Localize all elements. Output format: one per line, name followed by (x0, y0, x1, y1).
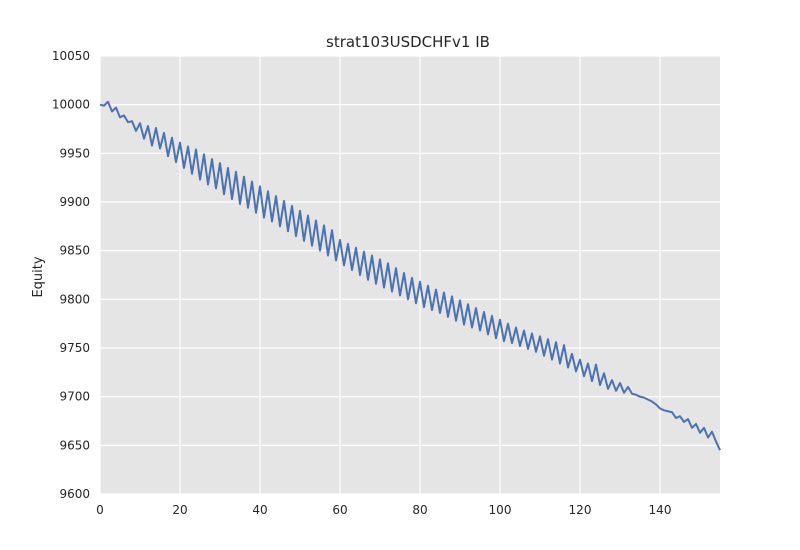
y-tick-label: 9750 (59, 341, 90, 355)
y-tick-label: 10050 (52, 49, 90, 63)
x-tick-label: 100 (489, 503, 512, 517)
x-tick-label: 20 (172, 503, 187, 517)
y-axis: 9600 9650 9700 9750 9800 9850 9900 9950 10000 100… (52, 49, 90, 501)
y-tick-label: 9800 (59, 292, 90, 306)
y-tick-label: 9850 (59, 244, 90, 258)
y-tick-label: 10000 (52, 98, 90, 112)
y-tick-label: 9650 (59, 438, 90, 452)
y-tick-label: 9700 (59, 390, 90, 404)
y-axis-label: Equity (31, 256, 46, 297)
plot-area (100, 56, 720, 494)
grid (99, 55, 720, 495)
series-group (99, 100, 721, 451)
x-tick-label: 40 (252, 503, 267, 517)
x-tick-label: 0 (96, 503, 104, 517)
y-tick-label: 9900 (59, 195, 90, 209)
series-line (99, 100, 721, 451)
y-tick-label: 9600 (59, 487, 90, 501)
x-axis: 0 20 40 60 80 100 120 140 (96, 503, 671, 517)
x-tick-label: 60 (332, 503, 347, 517)
x-tick-label: 80 (412, 503, 427, 517)
x-tick-label: 120 (569, 503, 592, 517)
x-tick-label: 140 (649, 503, 672, 517)
chart-title: strat103USDCHFv1 IB (326, 33, 490, 51)
y-tick-label: 9950 (59, 146, 90, 160)
